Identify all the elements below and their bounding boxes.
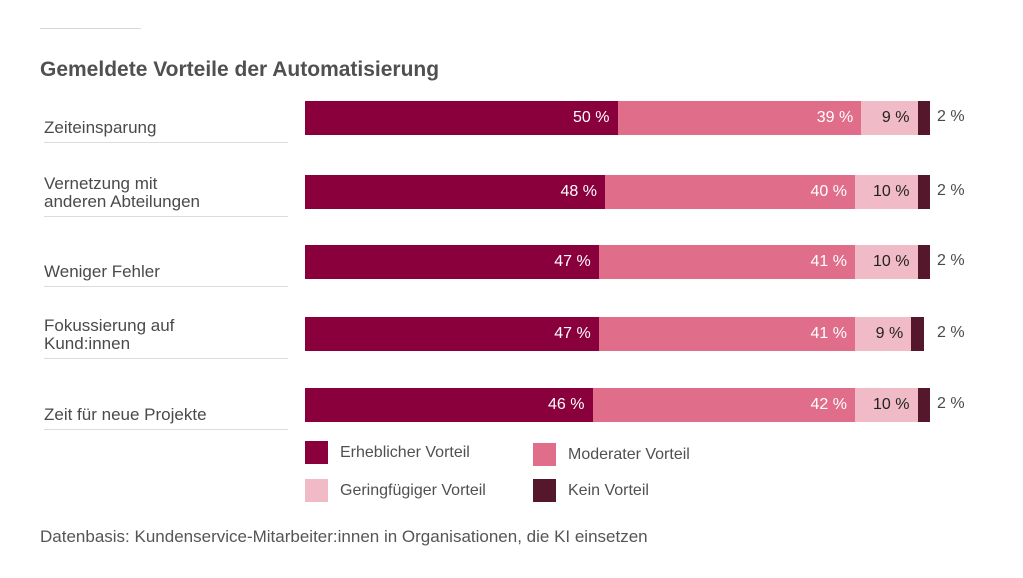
bar-segment: 10 %	[855, 175, 918, 209]
bar-segment	[917, 245, 930, 279]
category-label-line: Kund:innen	[44, 334, 131, 353]
data-label: 47 %	[554, 325, 591, 342]
category-label-line: Fokussierung auf	[44, 316, 175, 335]
bar-segment: 46 %	[305, 388, 593, 422]
data-label: 41 %	[810, 253, 847, 270]
bar-segment: 9 %	[855, 317, 912, 351]
bar-segment: 50 %	[305, 101, 618, 135]
bar-segment: 41 %	[598, 317, 855, 351]
legend-item-moderater-vorteil: Moderater Vorteil	[533, 443, 690, 466]
bar-row: 47 % 41 % 9 %	[305, 317, 930, 351]
data-label: 42 %	[810, 396, 847, 413]
chart-title: Gemeldete Vorteile der Automatisierung	[40, 58, 440, 81]
legend-swatch	[533, 443, 556, 466]
data-label: 50 %	[573, 109, 610, 126]
bar-segment	[917, 101, 930, 135]
data-label: 47 %	[554, 253, 591, 270]
legend-label: Moderater Vorteil	[568, 445, 690, 463]
category-label: Fokussierung auf Kund:innen	[44, 317, 288, 359]
data-label: 48 %	[560, 183, 597, 200]
category-label-line: Weniger Fehler	[44, 262, 160, 281]
legend-item-geringfuegiger-vorteil: Geringfügiger Vorteil	[305, 479, 486, 502]
legend-swatch	[305, 479, 328, 502]
data-label: 46 %	[548, 396, 585, 413]
bar-segment: 47 %	[305, 245, 599, 279]
legend-item-kein-vorteil: Kein Vorteil	[533, 479, 649, 502]
bar-segment: 48 %	[305, 175, 605, 209]
legend-swatch	[305, 441, 328, 464]
data-label-outside: 2 %	[937, 182, 965, 199]
category-label-line: Zeit für neue Projekte	[44, 405, 207, 424]
data-label: 10 %	[873, 183, 910, 200]
bar-segment: 10 %	[855, 388, 918, 422]
bar-segment: 41 %	[598, 245, 855, 279]
category-label: Zeit für neue Projekte	[44, 406, 288, 430]
category-label-line: Vernetzung mit	[44, 174, 158, 193]
data-label: 40 %	[810, 183, 847, 200]
data-label-outside: 2 %	[937, 108, 965, 125]
bar-segment: 42 %	[592, 388, 855, 422]
data-label-outside: 2 %	[937, 395, 965, 412]
footnote: Datenbasis: Kundenservice-Mitarbeiter:in…	[40, 527, 648, 546]
category-label: Vernetzung mit anderen Abteilungen	[44, 175, 288, 217]
legend-label: Erheblicher Vorteil	[340, 443, 470, 461]
legend-label: Kein Vorteil	[568, 481, 649, 499]
category-label-line: anderen Abteilungen	[44, 192, 200, 211]
bar-row: 48 % 40 % 10 %	[305, 175, 930, 209]
bar-segment: 39 %	[617, 101, 862, 135]
data-label: 10 %	[873, 253, 910, 270]
top-divider	[40, 28, 141, 29]
legend-swatch	[533, 479, 556, 502]
category-label: Zeiteinsparung	[44, 119, 288, 143]
category-label: Weniger Fehler	[44, 263, 288, 287]
data-label-outside: 2 %	[937, 252, 965, 269]
data-label: 39 %	[816, 109, 854, 126]
bar-row: 46 % 42 % 10 %	[305, 388, 930, 422]
data-label: 9 %	[881, 109, 910, 126]
bar-segment: 47 %	[305, 317, 599, 351]
bar-segment: 9 %	[861, 101, 918, 135]
bar-row: 47 % 41 % 10 %	[305, 245, 930, 279]
bar-segment: 40 %	[605, 175, 855, 209]
data-label: 10 %	[873, 396, 910, 413]
legend-item-erheblicher-vorteil: Erheblicher Vorteil	[305, 441, 470, 464]
data-label-outside: 2 %	[937, 324, 965, 341]
bar-segment	[917, 175, 930, 209]
bar-segment: 10 %	[855, 245, 918, 279]
bar-segment	[917, 388, 930, 422]
bar-segment	[911, 317, 924, 351]
bar-row: 50 % 39 % 9 %	[305, 101, 930, 135]
data-label: 41 %	[810, 325, 847, 342]
category-label-line: Zeiteinsparung	[44, 118, 157, 137]
data-label: 9 %	[875, 325, 904, 342]
legend-label: Geringfügiger Vorteil	[340, 481, 486, 499]
